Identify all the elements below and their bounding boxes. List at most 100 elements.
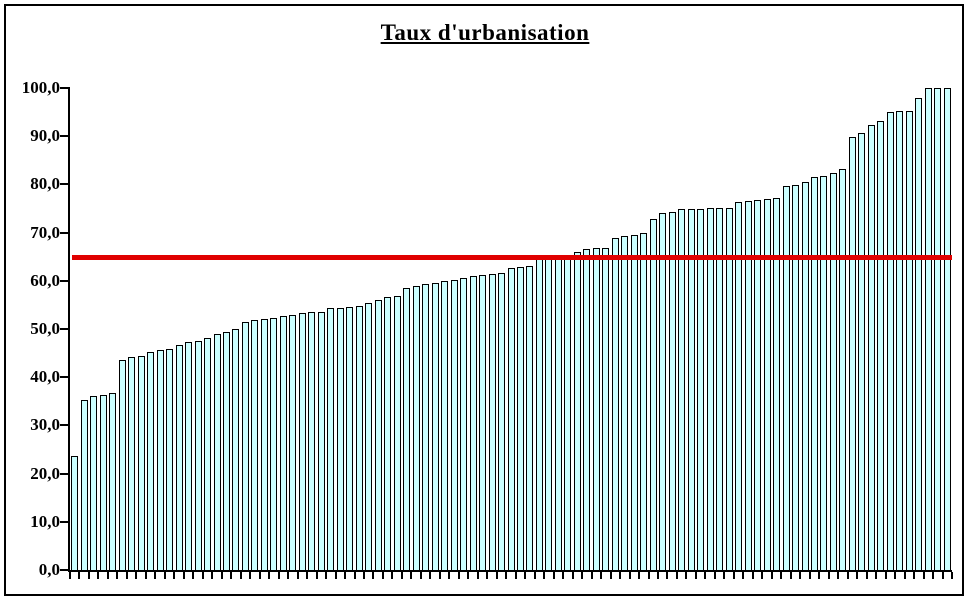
x-axis-tick [742,572,745,579]
x-axis-tick [856,572,859,579]
bar [810,176,818,570]
x-axis-tick [600,572,603,579]
y-axis-label: 90,0 [30,126,60,146]
x-axis-tick [87,572,90,579]
bar [829,172,837,570]
bar [270,317,278,570]
bar [460,277,468,570]
x-axis-tick [704,572,707,579]
x-axis-tick [865,572,868,579]
bar [915,98,923,570]
x-axis-tick [78,572,81,579]
x-axis-tick [562,572,565,579]
x-axis-tick [353,572,356,579]
x-axis-tick [277,572,280,579]
x-axis-tick [723,572,726,579]
x-axis-tick [894,572,897,579]
x-axis-tick [163,572,166,579]
x-axis-tick [609,572,612,579]
y-axis-tick [60,376,70,379]
bar [697,208,705,570]
bar [441,280,449,570]
y-axis-tick [60,231,70,234]
x-axis-tick [922,572,925,579]
bar [175,344,183,570]
bar [308,312,316,570]
bar [450,279,458,570]
x-axis-tick [135,572,138,579]
y-axis-tick [60,520,70,523]
y-axis-tick [60,328,70,330]
bar [754,199,762,570]
y-axis-label: 10,0 [30,511,60,531]
x-axis-tick [903,572,906,579]
x-axis-tick [657,572,659,579]
y-axis-label: 0,0 [38,560,60,579]
y-axis-label: 60,0 [30,270,60,290]
bar [867,125,875,570]
x-axis-tick [268,572,271,579]
x-axis-tick [211,572,214,579]
x-axis-tick [818,572,821,579]
bar [80,400,88,570]
y-axis-tick [60,472,70,475]
bar [422,284,430,570]
x-axis-tick [770,572,773,579]
bar [479,275,487,570]
x-axis-tick [325,572,328,579]
y-axis-label: 30,0 [30,415,60,435]
x-axis-tick [694,572,697,579]
bar [346,306,354,570]
bar [71,455,79,570]
bar [934,88,942,570]
bar [659,212,667,570]
x-axis-tick [201,572,204,579]
x-axis-tick [543,572,546,579]
bar [289,315,297,570]
x-axis-tick [495,572,498,579]
x-axis-tick [638,572,641,579]
x-axis-tick [315,572,318,579]
bar [90,396,98,570]
x-axis-tick [590,572,593,579]
bar [137,355,145,570]
bar [725,207,733,570]
x-axis-tick [144,572,147,579]
y-axis-tick [60,424,70,427]
y-axis-line [68,88,70,572]
bar [317,311,325,570]
bar [924,88,932,570]
bar [327,308,335,570]
x-axis-tick [220,572,223,579]
y-axis-label: 70,0 [30,222,60,242]
bar [166,348,174,570]
x-axis-tick [173,572,176,579]
x-axis-tick [419,572,422,579]
x-axis-tick [97,572,100,579]
bar [621,236,629,570]
bar [241,321,249,570]
x-axis-tick [581,572,584,579]
x-axis-tick [192,572,195,579]
x-axis-tick [287,572,290,579]
y-axis-tick [60,135,70,138]
bar [687,208,695,570]
y-axis-tick [60,87,70,89]
x-axis-tick [344,572,347,579]
x-axis-tick [941,572,944,579]
y-axis-label: 100,0 [21,78,60,97]
bar [773,197,781,570]
x-axis-tick [363,572,365,579]
x-axis-tick [438,572,441,579]
bar [355,305,363,570]
x-axis-tick [675,572,678,579]
x-axis-tick [182,572,185,579]
bar [147,352,155,570]
bar [744,200,752,570]
bar [128,356,136,570]
y-axis-tick [60,183,70,186]
bar [251,319,259,570]
bar [763,198,771,570]
bar [185,341,193,570]
